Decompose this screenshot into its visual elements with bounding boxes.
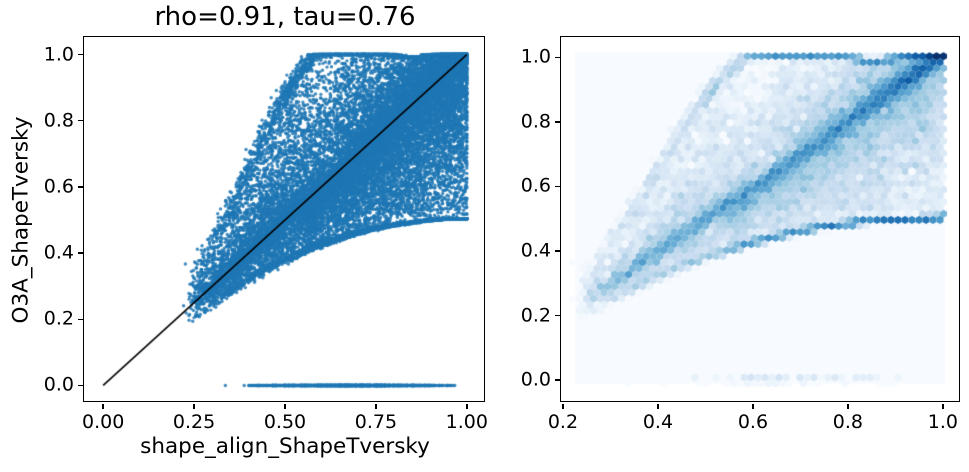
x-tick-label: 0.50 [263,411,307,433]
x-tick-label: 0.6 [737,411,769,433]
x-tick-label: 0.75 [354,411,398,433]
x-tick-label: 0.8 [832,411,864,433]
x-tick-label: 1.0 [927,411,958,433]
x-tick-mark [375,403,377,409]
x-tick-mark [562,403,564,409]
x-tick-label: 0.00 [82,411,125,433]
plot-title: rho=0.91, tau=0.76 [154,2,416,32]
y-tick-label: 0.8 [520,110,551,133]
y-tick-mark [555,379,561,381]
x-tick-mark [102,403,104,409]
x-tick-mark [284,403,286,409]
x-tick-mark [466,403,468,409]
y-tick-label: 0.2 [520,304,551,327]
x-tick-mark [752,403,754,409]
y-tick-label: 0.2 [43,307,74,330]
y-tick-mark [555,250,561,252]
y-tick-mark [78,53,84,56]
x-tick-mark [847,403,849,409]
y-tick-mark [78,186,84,188]
scatter-canvas [85,38,485,402]
y-tick-mark [78,318,84,320]
y-tick-mark [78,252,84,254]
y-tick-label: 0.4 [43,241,74,264]
hexbin-canvas [562,38,960,402]
x-axis-label: shape_align_ShapeTversky [140,434,430,459]
y-tick-label: 0.6 [43,175,74,198]
x-tick-mark [942,403,944,409]
y-tick-mark [555,56,561,59]
x-tick-label: 0.25 [172,411,216,433]
y-tick-mark [555,314,561,317]
y-tick-label: 1.0 [43,43,74,66]
y-tick-mark [78,120,84,122]
x-tick-mark [657,403,659,409]
y-tick-label: 1.0 [520,45,551,68]
y-tick-mark [78,384,84,387]
y-tick-label: 0.6 [520,174,551,197]
x-tick-mark [193,403,195,409]
x-tick-label: 0.2 [547,411,579,433]
y-tick-label: 0.4 [520,239,551,262]
y-tick-label: 0.0 [43,373,74,396]
y-axis-label: O3A_ShapeTversky [8,116,34,324]
y-tick-label: 0.0 [520,368,551,391]
x-tick-label: 0.4 [642,411,674,433]
y-tick-mark [555,185,561,188]
y-tick-mark [555,121,561,123]
x-tick-label: 1.00 [445,411,488,433]
y-tick-label: 0.8 [43,109,74,132]
